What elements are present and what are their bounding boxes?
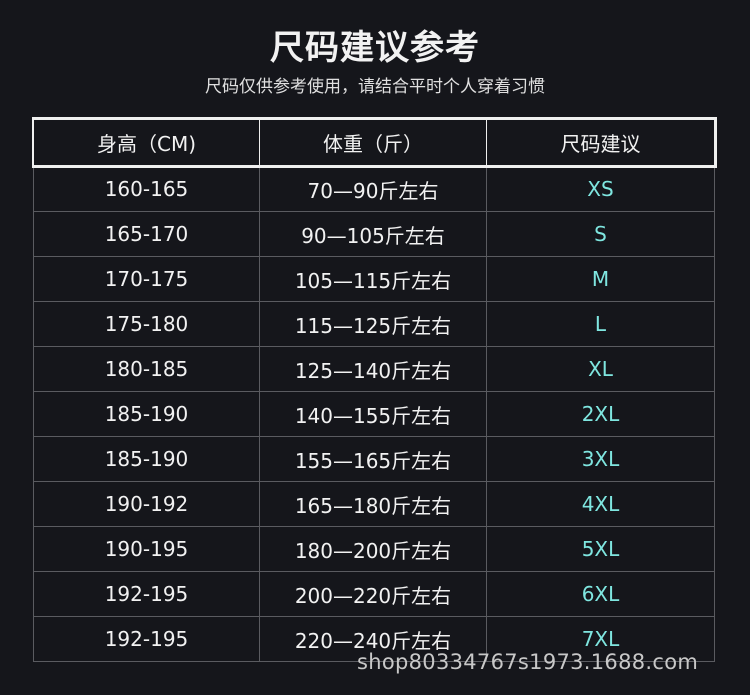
cell-size: XS	[486, 165, 715, 212]
cell-weight: 180—200斤左右	[259, 526, 487, 572]
size-chart-table: 身高（CM) 体重（斤） 尺码建议 160-165 70—90斤左右 XS 165-1…	[31, 117, 717, 662]
cell-weight: 220—240斤左右	[259, 616, 487, 662]
table-row: 190-195 180—200斤左右 5XL	[33, 526, 715, 572]
cell-size: XL	[486, 346, 715, 392]
table-row: 160-165 70—90斤左右 XS	[33, 165, 715, 212]
cell-height: 180-185	[33, 346, 260, 392]
cell-size: 6XL	[486, 571, 715, 617]
cell-size: 5XL	[486, 526, 715, 572]
subtitle: 尺码仅供参考使用，请结合平时个人穿着习惯	[205, 77, 545, 97]
cell-weight: 140—155斤左右	[259, 391, 487, 437]
cell-height: 192-195	[33, 616, 260, 662]
header-size: 尺码建议	[486, 118, 715, 167]
cell-size: M	[486, 256, 715, 302]
cell-weight: 125—140斤左右	[259, 346, 487, 392]
table-row: 185-190 140—155斤左右 2XL	[33, 391, 715, 437]
table-row: 165-170 90—105斤左右 S	[33, 211, 715, 257]
cell-size: 3XL	[486, 436, 715, 482]
cell-height: 160-165	[33, 165, 260, 212]
table-header-row: 身高（CM) 体重（斤） 尺码建议	[31, 117, 717, 168]
table-row: 180-185 125—140斤左右 XL	[33, 346, 715, 392]
table-row: 185-190 155—165斤左右 3XL	[33, 436, 715, 482]
cell-height: 165-170	[33, 211, 260, 257]
cell-size: 7XL	[486, 616, 715, 662]
cell-weight: 90—105斤左右	[259, 211, 487, 257]
table-row: 192-195 220—240斤左右 7XL	[33, 616, 715, 662]
cell-weight: 155—165斤左右	[259, 436, 487, 482]
table-row: 175-180 115—125斤左右 L	[33, 301, 715, 347]
cell-size: S	[486, 211, 715, 257]
cell-height: 175-180	[33, 301, 260, 347]
cell-weight: 165—180斤左右	[259, 481, 487, 527]
cell-size: 2XL	[486, 391, 715, 437]
cell-height: 170-175	[33, 256, 260, 302]
cell-height: 190-192	[33, 481, 260, 527]
cell-height: 192-195	[33, 571, 260, 617]
cell-size: L	[486, 301, 715, 347]
cell-height: 185-190	[33, 436, 260, 482]
cell-height: 190-195	[33, 526, 260, 572]
header-weight: 体重（斤）	[259, 118, 487, 167]
cell-size: 4XL	[486, 481, 715, 527]
cell-weight: 70—90斤左右	[259, 165, 487, 212]
header-height: 身高（CM)	[33, 118, 260, 167]
table-row: 192-195 200—220斤左右 6XL	[33, 571, 715, 617]
watermark: shop80334767s1973.1688.com	[357, 650, 699, 674]
table-row: 190-192 165—180斤左右 4XL	[33, 481, 715, 527]
cell-weight: 115—125斤左右	[259, 301, 487, 347]
cell-weight: 105—115斤左右	[259, 256, 487, 302]
page-title: 尺码建议参考	[270, 28, 480, 68]
cell-height: 185-190	[33, 391, 260, 437]
cell-weight: 200—220斤左右	[259, 571, 487, 617]
table-row: 170-175 105—115斤左右 M	[33, 256, 715, 302]
